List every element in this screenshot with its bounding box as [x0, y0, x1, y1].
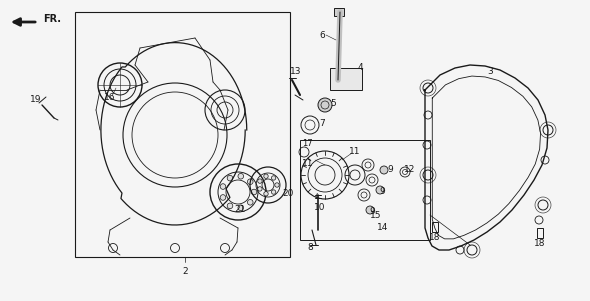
Text: 2: 2	[182, 266, 188, 275]
Text: 10: 10	[314, 203, 326, 212]
Text: 4: 4	[357, 64, 363, 73]
Bar	[334, 8, 344, 16]
Circle shape	[271, 190, 276, 194]
Circle shape	[376, 186, 384, 194]
Circle shape	[366, 206, 374, 214]
Text: 21: 21	[234, 206, 245, 215]
Circle shape	[220, 195, 226, 200]
Bar	[75, 12, 290, 257]
Text: 17: 17	[301, 139, 312, 148]
Circle shape	[220, 184, 226, 189]
Bar	[432, 222, 438, 232]
Bar	[330, 68, 362, 90]
Text: FR.: FR.	[43, 14, 61, 24]
Bar	[300, 140, 430, 240]
Text: 18: 18	[430, 234, 441, 243]
Text: 15: 15	[371, 210, 382, 219]
Circle shape	[227, 203, 233, 209]
Text: 20: 20	[282, 188, 294, 197]
Text: 8: 8	[307, 244, 313, 253]
Text: 9: 9	[369, 207, 375, 216]
Text: 3: 3	[487, 67, 493, 76]
Circle shape	[247, 179, 253, 185]
Circle shape	[227, 175, 233, 181]
Circle shape	[238, 205, 244, 211]
Text: 6: 6	[319, 30, 325, 39]
Text: 16: 16	[104, 94, 116, 103]
Text: 11: 11	[302, 159, 314, 167]
Circle shape	[251, 189, 257, 195]
Circle shape	[247, 200, 253, 205]
Text: 14: 14	[378, 224, 389, 232]
Text: 7: 7	[319, 119, 325, 129]
Circle shape	[238, 173, 244, 179]
Circle shape	[275, 183, 279, 187]
Text: 19: 19	[30, 95, 42, 104]
Text: 12: 12	[404, 166, 416, 175]
Circle shape	[271, 176, 276, 180]
Circle shape	[264, 191, 268, 196]
Text: 9: 9	[387, 166, 393, 175]
Text: 9: 9	[379, 188, 385, 197]
Circle shape	[258, 187, 262, 191]
Circle shape	[318, 98, 332, 112]
Text: 18: 18	[535, 240, 546, 249]
Circle shape	[380, 166, 388, 174]
Text: 11: 11	[349, 147, 360, 157]
Text: 13: 13	[290, 67, 301, 76]
Bar	[537, 228, 543, 238]
Circle shape	[258, 179, 262, 183]
Text: 5: 5	[330, 98, 336, 107]
Circle shape	[264, 174, 268, 178]
